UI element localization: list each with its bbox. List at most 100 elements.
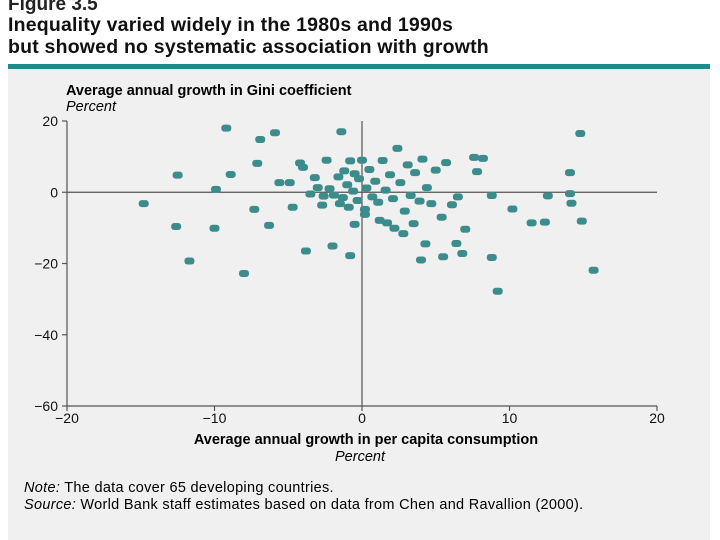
data-point (337, 194, 348, 202)
data-point (492, 287, 503, 295)
data-point (209, 224, 220, 232)
note-line: Note: The data cover 65 developing count… (24, 480, 704, 497)
x-tick-label: 20 (649, 410, 665, 426)
data-point (399, 207, 410, 215)
data-point (430, 166, 441, 174)
data-point (359, 210, 370, 218)
data-point (317, 201, 328, 209)
data-point (328, 191, 339, 199)
data-point (564, 169, 575, 177)
data-point (364, 165, 375, 173)
data-point (469, 153, 480, 161)
data-point (367, 193, 378, 201)
source-label: Source: (24, 497, 77, 513)
data-point (416, 256, 426, 264)
data-point (264, 221, 275, 229)
source-text: World Bank staff estimates based on data… (76, 497, 584, 513)
data-point (507, 205, 518, 213)
x-tick-label: −20 (55, 410, 79, 426)
data-point (284, 179, 295, 187)
data-point (392, 144, 403, 152)
data-point (339, 167, 350, 175)
data-point (327, 242, 338, 250)
figure-note: Note: The data cover 65 developing count… (24, 480, 704, 514)
source-line: Source: World Bank staff estimates based… (24, 497, 704, 514)
data-point (421, 184, 432, 192)
y-tick-label: −20 (34, 256, 58, 272)
chart-axes (66, 121, 657, 407)
data-point (408, 220, 419, 228)
data-point (446, 201, 457, 209)
data-point (357, 156, 367, 164)
data-point (420, 240, 431, 248)
data-point (318, 192, 329, 200)
data-point (477, 154, 488, 162)
data-point (336, 128, 347, 136)
data-point (370, 177, 381, 185)
data-point (382, 219, 393, 227)
data-point (385, 171, 396, 179)
title-rule (8, 64, 710, 69)
figure-panel (8, 69, 710, 540)
note-text: The data cover 65 developing countries. (60, 480, 334, 496)
data-point (345, 157, 356, 165)
data-point (576, 217, 587, 225)
data-point (287, 203, 298, 211)
x-tick-label: 0 (358, 410, 366, 426)
data-point (345, 252, 356, 260)
data-point (354, 175, 365, 183)
data-point (225, 170, 236, 178)
data-point (349, 220, 360, 228)
data-point (426, 200, 437, 208)
data-point (380, 186, 391, 194)
data-point (486, 253, 497, 261)
data-point (564, 190, 575, 198)
data-point (334, 200, 345, 208)
data-point (352, 196, 363, 204)
x-axis-label: Average annual growth in per capita cons… (193, 432, 539, 448)
data-point (348, 187, 359, 195)
data-point (417, 155, 428, 163)
y-tick-label: 20 (42, 113, 58, 129)
data-point (239, 269, 249, 277)
y-axis-unit: Percent (66, 99, 116, 115)
data-point (138, 200, 149, 208)
data-point (312, 184, 323, 192)
figure-title: Inequality varied widely in the 1980s an… (8, 14, 489, 58)
data-point (377, 157, 388, 165)
data-point (542, 192, 553, 200)
data-point (526, 219, 537, 227)
data-point (539, 218, 550, 226)
data-point (255, 136, 266, 144)
data-point (342, 181, 353, 189)
data-point (441, 159, 452, 167)
data-point (472, 168, 483, 176)
data-point (171, 222, 182, 230)
data-point (333, 173, 344, 181)
data-point (361, 184, 372, 192)
data-point (387, 195, 398, 203)
data-point (274, 179, 285, 187)
data-point (588, 266, 599, 274)
data-point (269, 129, 280, 137)
x-tick-label: 10 (502, 410, 518, 426)
data-point (221, 124, 232, 132)
data-point (184, 257, 195, 265)
data-point (324, 185, 335, 193)
figure-title-line-2: but showed no systematic association wit… (8, 36, 489, 58)
data-point (395, 179, 406, 187)
chart-ticks: 200−20−40−60−20 −10 0 10 20 (34, 113, 665, 426)
data-point (373, 198, 384, 206)
x-tick-label: −10 (203, 410, 227, 426)
data-point (305, 190, 316, 198)
data-point (457, 250, 468, 258)
y-tick-label: 0 (50, 184, 58, 200)
data-point (321, 156, 332, 164)
data-point (210, 185, 221, 193)
y-axis-label: Average annual growth in Gini coefficien… (66, 83, 352, 99)
data-point (410, 169, 421, 177)
data-point (252, 159, 263, 167)
data-point (389, 224, 400, 232)
data-point (300, 247, 311, 255)
data-point (172, 171, 183, 179)
